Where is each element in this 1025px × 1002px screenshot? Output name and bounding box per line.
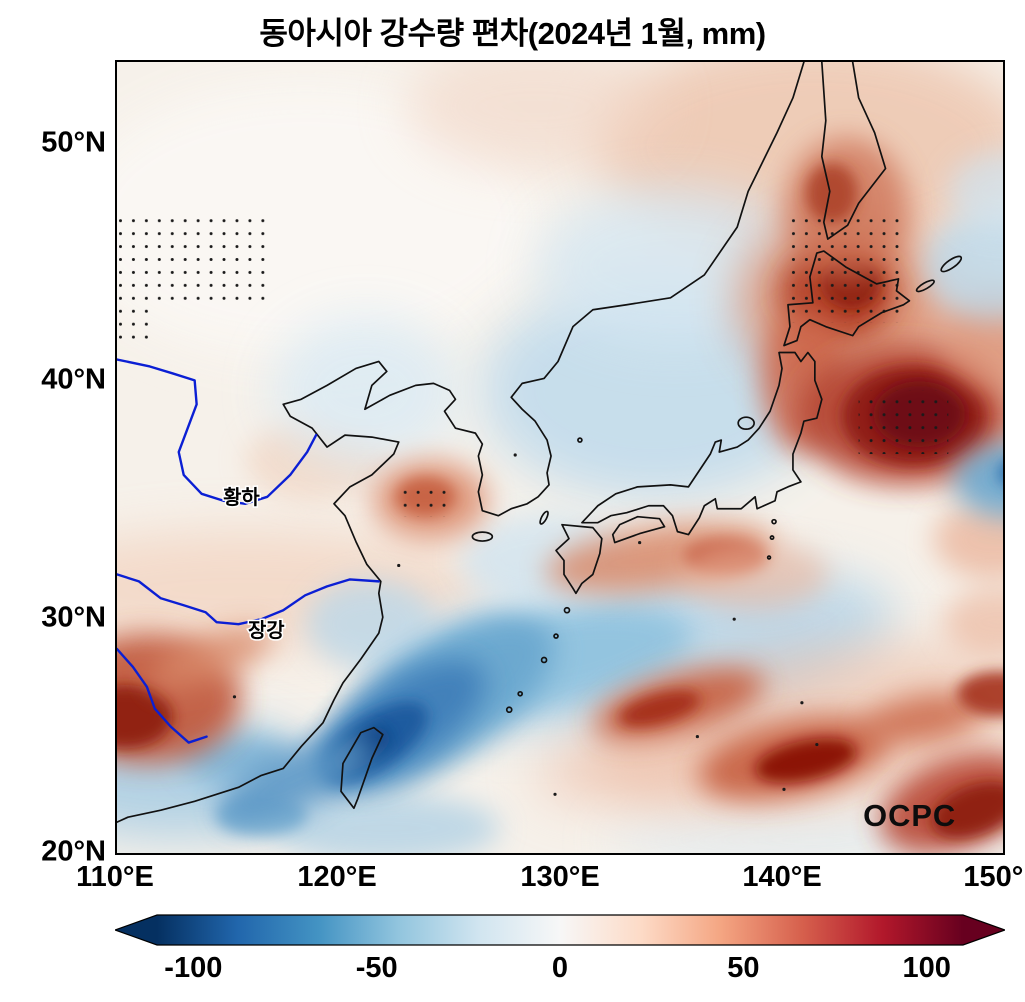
map-svg: 황하 장강 OCPC [117, 62, 1003, 853]
yellow-river [117, 358, 318, 505]
scattered-dots [232, 453, 819, 796]
x-tick-130E: 130°E [520, 861, 600, 893]
cb-tick-100: 100 [902, 952, 951, 984]
islands-izu [766, 518, 777, 560]
y-tick-50N: 50°N [41, 126, 106, 159]
coastline-shikoku [611, 515, 666, 544]
coastline-kyushu [555, 523, 603, 595]
y-tick-20N: 20°N [41, 835, 106, 868]
island-tsushima [539, 510, 549, 525]
x-tick-140E: 140°E [742, 861, 822, 893]
x-tick-110E: 110°E [76, 861, 154, 893]
island-sado [737, 416, 755, 430]
map-canvas: 황하 장강 OCPC [115, 60, 1005, 855]
yangtze-river-label: 장강 [248, 619, 285, 642]
yangtze-river [117, 573, 381, 626]
coastlines [117, 62, 963, 824]
rivers [117, 358, 381, 744]
island-ulleung [577, 437, 583, 443]
island-kuril-2 [940, 255, 963, 273]
xi-river [117, 647, 208, 744]
coastline-honshu [581, 351, 823, 536]
cb-tick-0: 0 [551, 952, 569, 984]
x-tick-150E: 150°E [963, 861, 1025, 893]
x-tick-120E: 120°E [297, 861, 377, 893]
y-tick-30N: 30°N [41, 601, 106, 634]
coastline-mainland-asia [117, 62, 805, 824]
coastline-sakhalin [820, 62, 887, 240]
cb-tick-n50: -50 [355, 952, 398, 984]
y-tick-40N: 40°N [41, 363, 106, 396]
island-jeju [471, 531, 494, 542]
islands-ryukyu [505, 606, 571, 714]
cb-tick-50: 50 [727, 952, 760, 984]
island-kuril-1 [915, 279, 935, 293]
colorbar: -100 -50 0 50 100 [115, 914, 1005, 1000]
coastline-hokkaido [783, 250, 911, 347]
yellow-river-label: 황하 [223, 486, 260, 509]
cb-tick-n100: -100 [164, 952, 223, 984]
coastline-taiwan [340, 726, 384, 810]
chart-title: 동아시아 강수량 편차(2024년 1월, mm) [259, 16, 766, 51]
anomaly-field [117, 62, 1003, 853]
colorbar-svg [115, 914, 1005, 946]
colorbar-gradient [115, 914, 1005, 946]
ocpc-logo: OCPC [863, 798, 956, 833]
